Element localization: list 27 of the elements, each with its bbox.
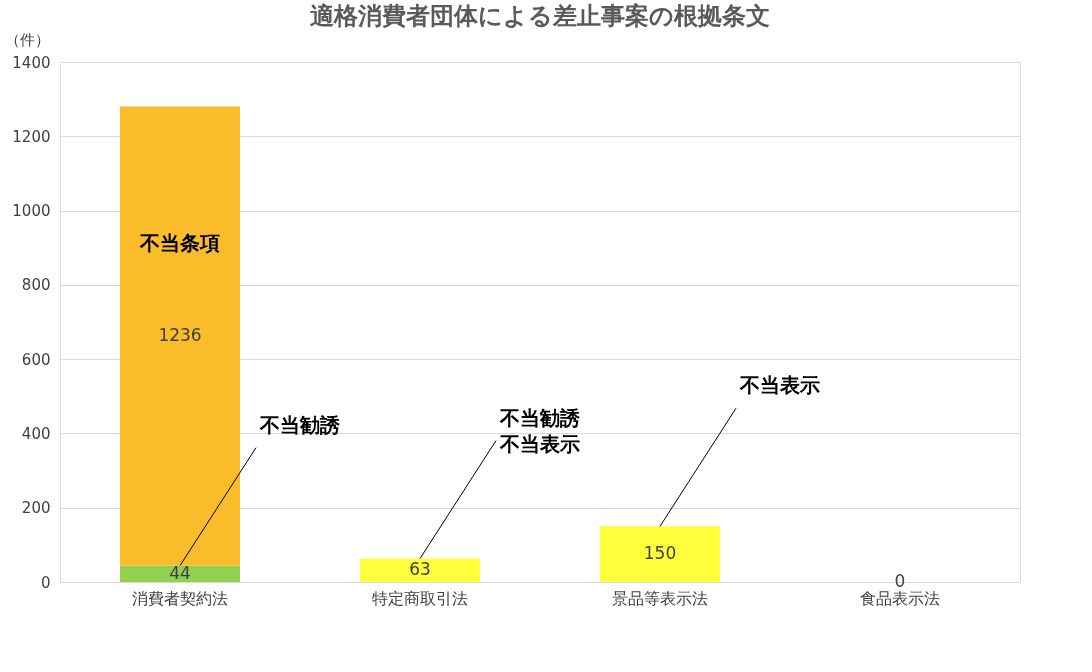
data-label: 44 [169,562,191,583]
data-label: 1236 [158,325,202,346]
bar [360,558,480,582]
y-tick-label: 400 [21,424,51,443]
y-tick-label: 200 [21,499,51,518]
y-tick-label: 600 [21,350,51,369]
bar [120,565,240,582]
y-tick-label: 0 [40,573,51,592]
x-tick-label: 食品表示法 [860,588,940,608]
y-tick-label: 1200 [12,127,51,146]
y-axis-title: （件） [5,31,50,49]
data-label: 63 [409,559,431,580]
annotation: 不当勧誘不当表示 [499,405,581,456]
x-tick-label: 特定商取引法 [372,588,468,608]
series-label: 不当条項 [139,231,220,256]
text: 不当勧誘 [259,412,341,437]
y-tick-label: 1000 [12,202,51,221]
bar [120,106,240,566]
bar [600,526,720,582]
chart-title: 適格消費者団体による差止事案の根拠条文 [310,2,770,30]
x-tick-label: 景品等表示法 [612,588,708,608]
data-label: 150 [643,543,677,564]
annotation: 不当表示 [739,373,820,398]
data-label: 0 [894,571,906,591]
y-tick-label: 800 [21,276,51,295]
y-tick-label: 1400 [12,53,51,72]
x-tick-label: 消費者契約法 [132,588,228,608]
